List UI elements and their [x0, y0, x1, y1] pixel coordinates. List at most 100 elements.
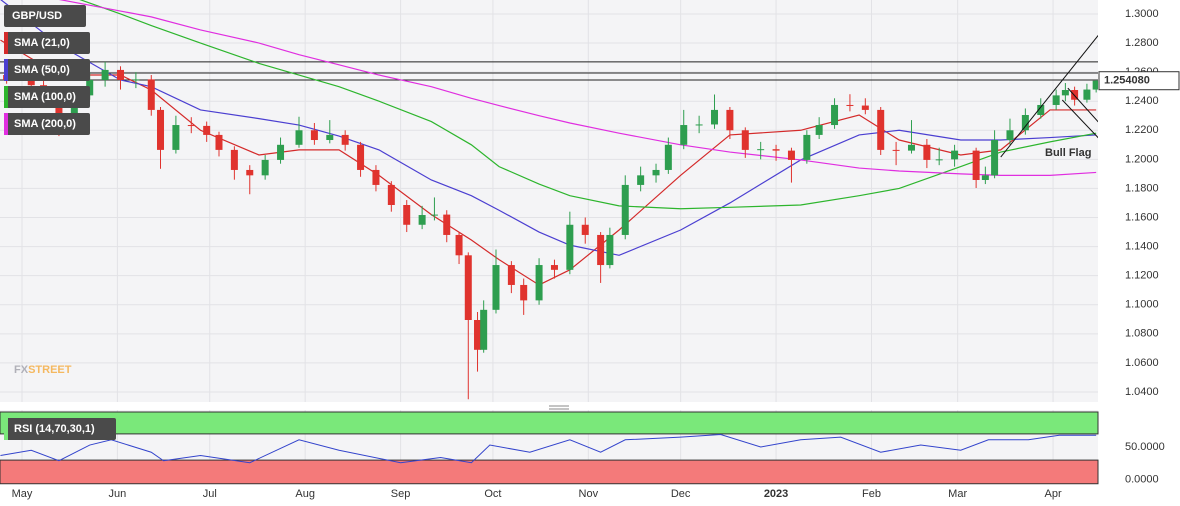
y-tick-label: 1.0400 — [1125, 386, 1159, 398]
candle-body — [695, 124, 703, 126]
x-tick-label: May — [12, 488, 33, 500]
annotation: Bull Flag — [1045, 147, 1091, 159]
legend-swatch — [4, 113, 8, 135]
legend-box — [4, 5, 86, 27]
candle-body — [726, 109, 734, 131]
watermark-part: STREET — [28, 364, 72, 376]
candle-body — [981, 175, 989, 180]
x-tick-label: Mar — [948, 488, 967, 500]
candle-body — [935, 159, 943, 161]
candle-body — [621, 184, 629, 235]
x-tick-label: Dec — [671, 488, 691, 500]
candle-body — [972, 150, 980, 180]
legend-box — [4, 59, 90, 81]
candle-body — [923, 144, 931, 160]
legend-swatch — [4, 59, 8, 81]
candle-body — [474, 320, 482, 350]
candle-body — [418, 215, 426, 225]
candle-body — [1037, 104, 1045, 116]
legend-label: SMA (100,0) — [14, 91, 76, 103]
legend-label: GBP/USD — [12, 10, 62, 22]
candle-body — [27, 79, 35, 86]
candle-body — [711, 109, 719, 125]
candle-body — [261, 159, 269, 176]
candle-body — [1083, 89, 1091, 100]
sma-line — [0, 0, 1097, 256]
legend-box — [4, 32, 90, 54]
candle-body — [787, 150, 795, 160]
candle-body — [172, 125, 180, 150]
y-tick-label: 1.2200 — [1125, 124, 1159, 136]
candle-body — [455, 234, 463, 256]
rsi-tick-label: 50.0000 — [1125, 441, 1165, 453]
candle-body — [215, 134, 223, 150]
legend-box — [4, 418, 116, 440]
price-tag-label: 1.254080 — [1104, 75, 1150, 87]
legend-swatch — [4, 86, 8, 108]
candle-body — [157, 109, 165, 150]
y-tick-label: 1.0800 — [1125, 328, 1159, 340]
candle-body — [430, 214, 438, 216]
candle-body — [1061, 89, 1069, 96]
candle-body — [187, 125, 195, 127]
rsi-band-low — [0, 459, 1099, 485]
candle-body — [1092, 80, 1098, 90]
candle-body — [230, 149, 238, 170]
candle-body — [357, 144, 365, 170]
x-tick-label: Apr — [1045, 488, 1062, 500]
candle-body — [403, 204, 411, 225]
x-tick-label: Sep — [391, 488, 411, 500]
candle-body — [664, 144, 672, 170]
legend-box — [4, 86, 90, 108]
trend-line — [1067, 87, 1098, 123]
candle-body — [480, 309, 488, 350]
candle-body — [295, 130, 303, 145]
candle-body — [277, 144, 285, 160]
candle-body — [246, 169, 254, 176]
y-tick-label: 1.2800 — [1125, 37, 1159, 49]
sma-line — [0, 39, 1097, 286]
trend-line — [1061, 99, 1098, 139]
candle-body — [116, 69, 124, 80]
candle-body — [741, 130, 749, 150]
y-tick-label: 1.1800 — [1125, 182, 1159, 194]
candle-body — [372, 169, 380, 185]
plot-bg — [0, 0, 1098, 402]
x-tick-label: Oct — [484, 488, 501, 500]
legend-swatch — [4, 32, 8, 54]
candle-body — [652, 169, 660, 176]
candle-body — [951, 150, 959, 160]
sma-line — [79, 0, 1097, 210]
candle-body — [387, 184, 395, 205]
candle-body — [566, 224, 574, 270]
watermark-part: FX — [14, 364, 29, 376]
legend-label: SMA (50,0) — [14, 64, 70, 76]
y-tick-label: 1.1600 — [1125, 211, 1159, 223]
candle-body — [507, 265, 515, 285]
x-tick-label: Jun — [109, 488, 127, 500]
candle-body — [831, 104, 839, 126]
candle-body — [535, 265, 543, 301]
candle-body — [1052, 95, 1060, 105]
sma-line — [58, 0, 1097, 176]
candle-body — [1021, 115, 1029, 131]
rsi-tick-label: 0.0000 — [1125, 474, 1159, 486]
candle-body — [637, 175, 645, 185]
x-tick-label: Nov — [579, 488, 599, 500]
candle-body — [892, 149, 900, 151]
candle-body — [581, 224, 589, 235]
x-tick-label: Jul — [203, 488, 217, 500]
candle-body — [1071, 89, 1079, 100]
x-tick-label: Aug — [295, 488, 315, 500]
y-tick-label: 1.2000 — [1125, 153, 1159, 165]
candle-body — [101, 69, 109, 80]
candle-body — [341, 134, 349, 145]
candle-body — [464, 255, 472, 321]
candle-body — [803, 134, 811, 160]
candle-body — [772, 149, 780, 151]
candle-body — [907, 144, 915, 151]
candle-body — [520, 284, 528, 301]
y-tick-label: 1.1400 — [1125, 240, 1159, 252]
candle-body — [861, 105, 869, 110]
